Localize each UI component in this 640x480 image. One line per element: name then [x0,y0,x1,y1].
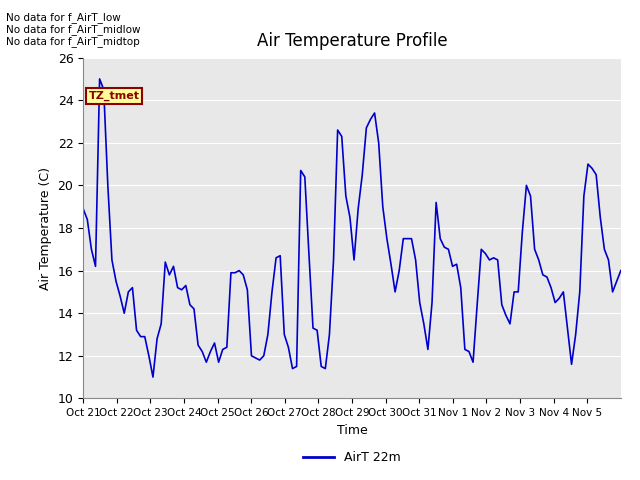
Title: Air Temperature Profile: Air Temperature Profile [257,33,447,50]
Text: No data for f_AirT_midtop: No data for f_AirT_midtop [6,36,140,47]
Text: No data for f_AirT_low: No data for f_AirT_low [6,12,121,23]
Legend: AirT 22m: AirT 22m [298,446,406,469]
Y-axis label: Air Temperature (C): Air Temperature (C) [39,167,52,289]
Text: No data for f_AirT_midlow: No data for f_AirT_midlow [6,24,141,35]
X-axis label: Time: Time [337,424,367,437]
Text: TZ_tmet: TZ_tmet [88,91,140,101]
